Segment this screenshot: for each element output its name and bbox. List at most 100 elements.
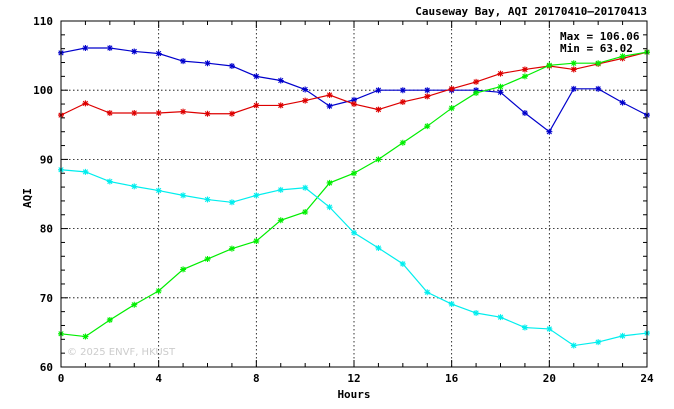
y-tick-label: 60: [40, 361, 53, 374]
data-point: [570, 66, 577, 73]
data-point: [131, 301, 138, 308]
data-point: [106, 110, 113, 117]
series-layer: [58, 44, 650, 349]
data-point: [326, 92, 333, 99]
data-point: [595, 339, 602, 346]
data-point: [326, 179, 333, 186]
data-point: [228, 62, 235, 69]
y-tick-label: 80: [40, 223, 53, 236]
data-point: [302, 208, 309, 215]
data-point: [473, 89, 480, 96]
data-point: [497, 314, 504, 321]
max-label: Max = 106.06: [560, 30, 640, 43]
data-point: [497, 70, 504, 77]
chart-title: Causeway Bay, AQI 20170410–20170413: [415, 5, 647, 18]
data-point: [619, 99, 626, 106]
data-point: [155, 187, 162, 194]
y-tick-label: 110: [33, 15, 53, 28]
data-point: [277, 102, 284, 109]
series-1: [58, 44, 650, 135]
data-point: [253, 73, 260, 80]
series-2: [58, 49, 650, 119]
data-point: [375, 244, 382, 251]
data-point: [204, 256, 211, 263]
data-point: [448, 105, 455, 112]
data-point: [619, 53, 626, 60]
data-point: [473, 310, 480, 317]
data-point: [277, 186, 284, 193]
y-axis-label: AQI: [21, 188, 34, 208]
data-point: [375, 106, 382, 113]
data-point: [570, 60, 577, 67]
data-point: [204, 196, 211, 203]
data-point: [277, 77, 284, 84]
data-point: [521, 110, 528, 117]
data-point: [497, 89, 504, 96]
data-point: [180, 108, 187, 115]
data-point: [204, 110, 211, 117]
x-tick-label: 16: [445, 372, 459, 385]
data-point: [375, 87, 382, 94]
min-label: Min = 63.02: [560, 42, 633, 55]
data-point: [546, 128, 553, 135]
watermark: © 2025 ENVF, HKUST: [67, 347, 176, 358]
data-point: [228, 110, 235, 117]
data-point: [326, 103, 333, 110]
x-tick-label: 24: [640, 372, 654, 385]
data-point: [570, 342, 577, 349]
data-point: [546, 62, 553, 69]
data-point: [619, 332, 626, 339]
data-point: [82, 168, 89, 175]
data-point: [131, 48, 138, 55]
data-point: [131, 183, 138, 190]
data-point: [82, 44, 89, 51]
data-point: [302, 184, 309, 191]
y-tick-label: 90: [40, 153, 53, 166]
data-point: [351, 101, 357, 108]
data-point: [595, 60, 602, 67]
data-point: [228, 199, 235, 206]
y-tick-label: 70: [40, 292, 53, 305]
data-point: [351, 96, 357, 103]
data-point: [302, 86, 309, 93]
data-point: [399, 98, 406, 105]
data-point: [253, 102, 260, 109]
x-tick-label: 20: [543, 372, 556, 385]
data-point: [399, 139, 406, 146]
data-point: [473, 78, 480, 85]
data-point: [253, 192, 260, 199]
grid: [61, 21, 647, 367]
data-point: [546, 325, 553, 332]
x-tick-label: 8: [253, 372, 260, 385]
data-point: [326, 204, 333, 211]
x-axis-label: Hours: [337, 388, 370, 401]
x-tick-label: 12: [347, 372, 360, 385]
data-point: [106, 44, 113, 51]
data-point: [351, 229, 357, 236]
data-point: [424, 123, 431, 130]
data-point: [595, 85, 602, 92]
data-point: [424, 289, 431, 296]
data-point: [180, 58, 187, 65]
data-point: [228, 245, 235, 252]
data-point: [155, 50, 162, 57]
x-tick-label: 0: [58, 372, 65, 385]
data-point: [448, 301, 455, 308]
data-point: [180, 192, 187, 199]
data-point: [497, 83, 504, 90]
data-point: [277, 217, 284, 224]
data-point: [253, 238, 260, 245]
data-point: [399, 87, 406, 94]
data-point: [155, 110, 162, 117]
data-point: [106, 178, 113, 185]
data-point: [521, 324, 528, 331]
x-tick-label: 4: [155, 372, 162, 385]
data-point: [424, 87, 431, 94]
data-point: [204, 60, 211, 67]
ticks: 0 4 8 12 16 20 24 60 70 80 90 100 110: [33, 15, 654, 385]
data-point: [302, 97, 309, 104]
data-point: [521, 66, 528, 73]
data-point: [155, 287, 162, 294]
data-point: [131, 110, 138, 117]
